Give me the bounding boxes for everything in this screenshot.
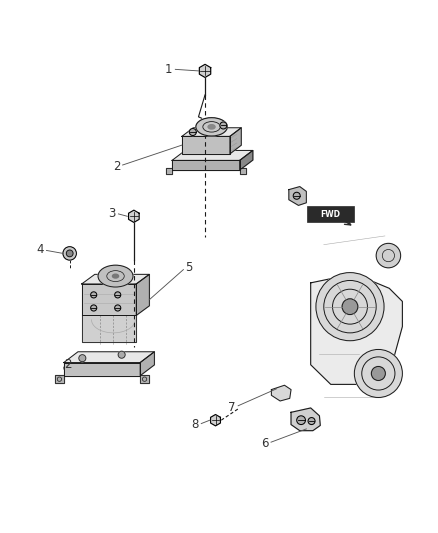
Text: 2: 2 bbox=[113, 159, 120, 173]
Polygon shape bbox=[140, 352, 154, 376]
Ellipse shape bbox=[113, 274, 119, 278]
Polygon shape bbox=[240, 168, 246, 174]
Polygon shape bbox=[166, 168, 172, 174]
Polygon shape bbox=[291, 408, 320, 431]
Ellipse shape bbox=[196, 118, 227, 136]
Polygon shape bbox=[81, 316, 136, 342]
FancyBboxPatch shape bbox=[307, 206, 354, 222]
Polygon shape bbox=[172, 150, 253, 160]
Circle shape bbox=[220, 122, 227, 129]
Polygon shape bbox=[172, 160, 240, 170]
Polygon shape bbox=[272, 385, 291, 401]
Polygon shape bbox=[199, 64, 211, 77]
Text: 7: 7 bbox=[228, 401, 236, 414]
Circle shape bbox=[297, 416, 305, 425]
Ellipse shape bbox=[208, 125, 215, 129]
Polygon shape bbox=[55, 375, 64, 383]
Circle shape bbox=[189, 128, 196, 135]
Polygon shape bbox=[140, 375, 149, 383]
Polygon shape bbox=[289, 187, 306, 205]
Text: 5: 5 bbox=[185, 261, 192, 274]
Circle shape bbox=[115, 305, 121, 311]
Circle shape bbox=[376, 244, 401, 268]
Polygon shape bbox=[136, 274, 149, 316]
Text: 6: 6 bbox=[261, 437, 268, 450]
Text: 2: 2 bbox=[65, 358, 72, 372]
Polygon shape bbox=[211, 415, 220, 426]
Polygon shape bbox=[81, 284, 136, 316]
Text: 3: 3 bbox=[108, 207, 116, 220]
Circle shape bbox=[91, 292, 97, 298]
Text: 8: 8 bbox=[191, 418, 199, 431]
Circle shape bbox=[63, 247, 76, 260]
Text: 1: 1 bbox=[165, 63, 173, 76]
Ellipse shape bbox=[98, 265, 133, 287]
Polygon shape bbox=[129, 210, 139, 222]
Polygon shape bbox=[240, 150, 253, 170]
Circle shape bbox=[371, 367, 385, 381]
Circle shape bbox=[115, 292, 121, 298]
Polygon shape bbox=[182, 128, 241, 136]
Circle shape bbox=[308, 417, 315, 425]
Polygon shape bbox=[81, 274, 149, 284]
Polygon shape bbox=[64, 352, 154, 362]
Circle shape bbox=[293, 192, 300, 199]
Circle shape bbox=[354, 350, 403, 398]
Polygon shape bbox=[64, 362, 140, 376]
Circle shape bbox=[342, 299, 358, 314]
Polygon shape bbox=[230, 128, 241, 154]
Polygon shape bbox=[182, 136, 230, 154]
Polygon shape bbox=[311, 277, 403, 384]
Circle shape bbox=[91, 305, 97, 311]
Circle shape bbox=[316, 272, 384, 341]
Text: FWD: FWD bbox=[320, 209, 340, 219]
Circle shape bbox=[79, 354, 86, 362]
Circle shape bbox=[66, 250, 73, 257]
Text: 4: 4 bbox=[36, 244, 44, 256]
Circle shape bbox=[118, 351, 125, 358]
